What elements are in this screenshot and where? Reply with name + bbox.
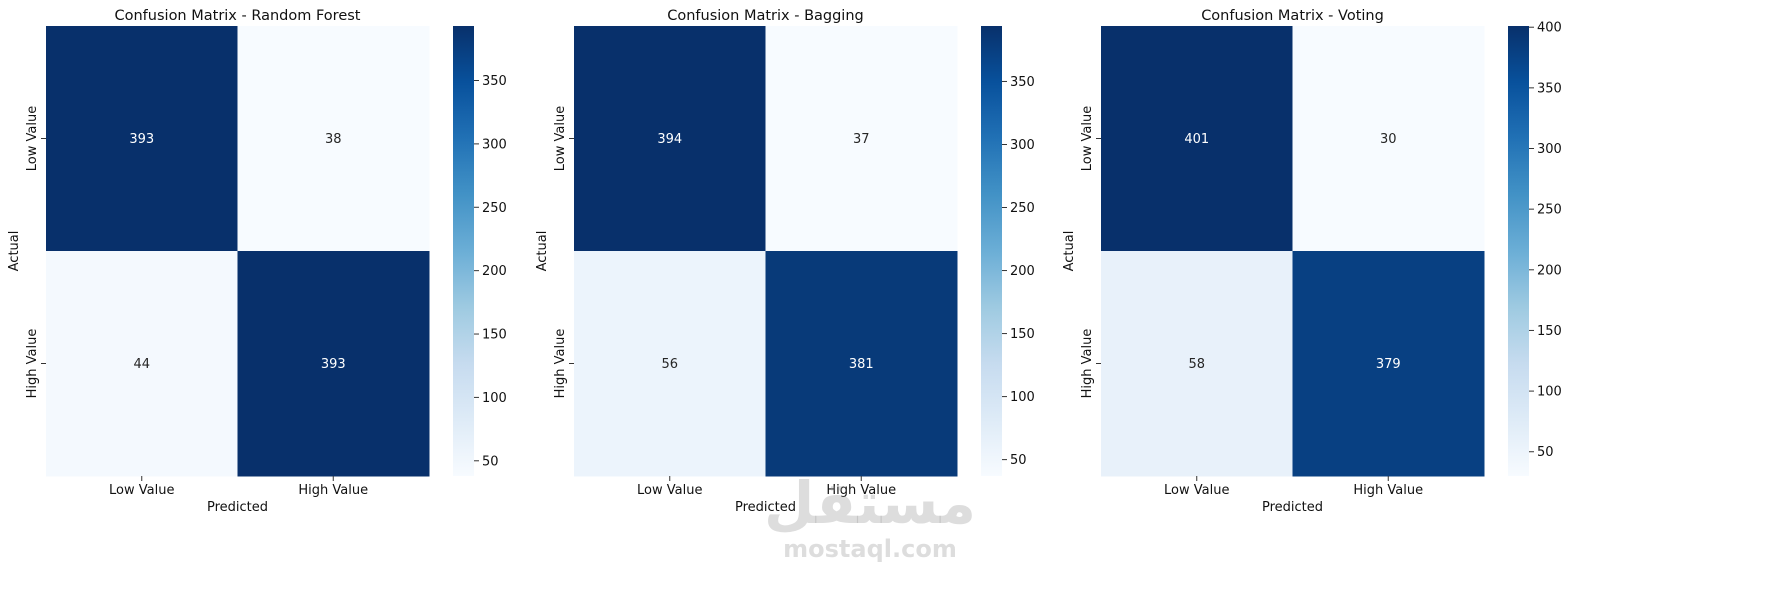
y-axis-label: Actual (7, 231, 22, 272)
colorbar-tick-label: 150 (1537, 324, 1562, 339)
heatmap-cell (1292, 26, 1485, 252)
heatmap-cell (237, 26, 430, 252)
colorbar (453, 26, 474, 476)
x-tick-label: Low Value (637, 483, 702, 498)
cell-value-label: 393 (129, 132, 154, 147)
subplot-1: Confusion Matrix - Random Forest 393 38 44 3… (7, 8, 507, 515)
colorbar-tick-label: 150 (1010, 327, 1035, 342)
heatmap-cell (46, 251, 238, 477)
colorbar-tick-label: 300 (1010, 138, 1035, 153)
subplot-2: Confusion Matrix - Bagging 394 37 56 381 Low … (535, 8, 1035, 515)
cell-value-label: 38 (325, 132, 342, 147)
cell-value-label: 394 (657, 132, 682, 147)
x-axis-label: Predicted (1262, 500, 1323, 515)
cell-value-label: 379 (1376, 357, 1401, 372)
x-tick-label: Low Value (1164, 483, 1229, 498)
colorbar-tick-label: 300 (1537, 142, 1562, 157)
colorbar (1508, 26, 1529, 476)
x-tick-label: High Value (1353, 483, 1423, 498)
colorbar-tick-label: 100 (1537, 385, 1562, 400)
y-axis-label: Actual (1062, 231, 1077, 272)
cell-value-label: 58 (1188, 357, 1205, 372)
y-tick-label: Low Value (1080, 106, 1095, 171)
colorbar-tick-label: 400 (1537, 21, 1562, 36)
heatmap-cell (765, 26, 958, 252)
x-tick-label: High Value (298, 483, 368, 498)
x-tick-label: High Value (826, 483, 896, 498)
colorbar-tick-label: 150 (482, 328, 507, 343)
cell-value-label: 56 (661, 357, 678, 372)
colorbar-tick-label: 300 (482, 137, 507, 152)
cell-value-label: 30 (1380, 132, 1397, 147)
cell-value-label: 44 (133, 357, 150, 372)
colorbar-tick-label: 350 (482, 74, 507, 89)
chart-title: Confusion Matrix - Random Forest (115, 8, 361, 24)
y-tick-label: High Value (553, 329, 568, 399)
y-tick-label: Low Value (25, 106, 40, 171)
chart-title: Confusion Matrix - Voting (1201, 8, 1384, 24)
cell-value-label: 37 (853, 132, 870, 147)
y-axis-label: Actual (535, 231, 550, 272)
colorbar-tick-label: 50 (1537, 445, 1554, 460)
y-tick-label: Low Value (553, 106, 568, 171)
heatmap-cell (46, 26, 238, 252)
colorbar-tick-label: 250 (482, 201, 507, 216)
x-tick-label: Low Value (109, 483, 174, 498)
y-tick-label: High Value (1080, 329, 1095, 399)
colorbar-tick-label: 200 (1537, 263, 1562, 278)
heatmap-cell (1292, 251, 1485, 477)
colorbar-tick-label: 100 (482, 391, 507, 406)
heatmap-cell (574, 26, 766, 252)
y-tick-label: High Value (25, 329, 40, 399)
chart-title: Confusion Matrix - Bagging (667, 8, 864, 24)
colorbar-tick-label: 250 (1537, 203, 1562, 218)
x-axis-label: Predicted (735, 500, 796, 515)
cell-value-label: 393 (321, 357, 346, 372)
colorbar-tick-label: 200 (482, 264, 507, 279)
heatmap-cell (237, 251, 430, 477)
colorbar (981, 26, 1002, 476)
subplot-3: Confusion Matrix - Voting 401 30 58 379 Low V… (1062, 8, 1562, 515)
cell-value-label: 381 (849, 357, 874, 372)
heatmap-cell (574, 251, 766, 477)
heatmap-cell (1101, 251, 1293, 477)
colorbar-tick-label: 350 (1010, 75, 1035, 90)
colorbar-tick-label: 250 (1010, 201, 1035, 216)
colorbar-tick-label: 50 (482, 454, 499, 469)
colorbar-tick-label: 100 (1010, 390, 1035, 405)
cell-value-label: 401 (1184, 132, 1209, 147)
colorbar-tick-label: 50 (1010, 453, 1027, 468)
colorbar-tick-label: 200 (1010, 264, 1035, 279)
heatmap-cell (1101, 26, 1293, 252)
x-axis-label: Predicted (207, 500, 268, 515)
colorbar-tick-label: 350 (1537, 81, 1562, 96)
heatmap-cell (765, 251, 958, 477)
